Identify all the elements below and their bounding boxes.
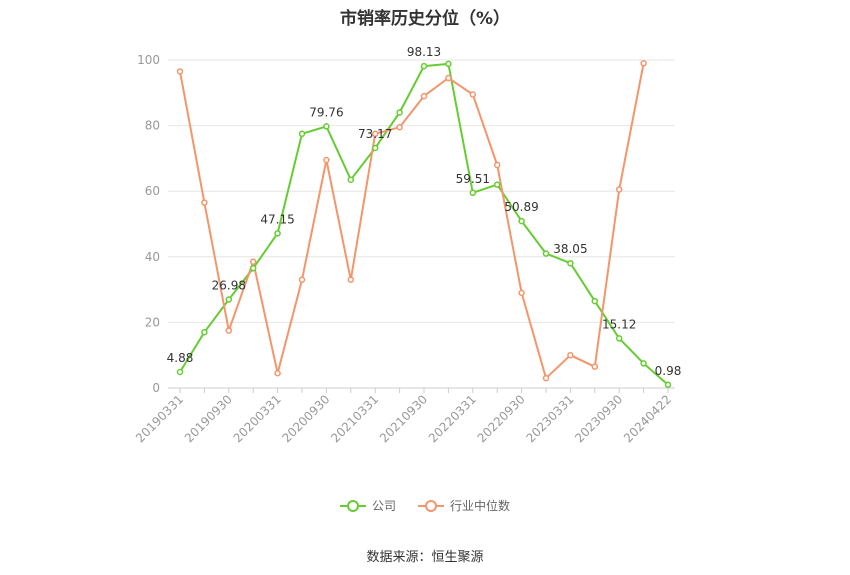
data-label: 4.88 bbox=[167, 351, 194, 365]
x-tick-label: 20190331 bbox=[133, 392, 186, 445]
data-point-company bbox=[664, 381, 672, 389]
data-point-company bbox=[274, 230, 281, 237]
data-point-company bbox=[518, 217, 525, 225]
data-point-industry-median bbox=[249, 258, 257, 265]
data-point-company bbox=[201, 328, 208, 336]
line-chart: 0 20 40 60 80 100 2019033120190930202003312020… bbox=[133, 45, 682, 445]
data-label: 0.98 bbox=[655, 364, 682, 378]
data-point-industry-median bbox=[201, 199, 208, 206]
data-point-industry-median bbox=[469, 91, 477, 98]
data-point-company bbox=[469, 189, 477, 197]
x-tick-label: 20230930 bbox=[572, 392, 625, 445]
y-tick-label: 60 bbox=[145, 184, 160, 198]
data-point-company bbox=[420, 62, 428, 70]
data-label: 38.05 bbox=[553, 242, 587, 256]
data-point-industry-median bbox=[493, 161, 501, 169]
data-point-industry-median bbox=[225, 327, 233, 334]
data-point-company bbox=[249, 265, 257, 272]
y-tick-label: 0 bbox=[152, 381, 160, 395]
data-point-company bbox=[591, 297, 599, 305]
legend-swatch-industry-median bbox=[418, 499, 444, 512]
chart-title: 市销率历史分位（%） bbox=[339, 9, 511, 29]
data-label: 98.13 bbox=[407, 45, 441, 59]
data-source: 数据来源：恒生聚源 bbox=[366, 550, 484, 565]
data-label: 47.15 bbox=[260, 212, 294, 226]
data-point-industry-median bbox=[615, 186, 623, 193]
y-tick-label: 20 bbox=[145, 315, 160, 329]
data-point-industry-median bbox=[347, 276, 355, 284]
data-point-company bbox=[567, 259, 574, 267]
legend-label-company: 公司 bbox=[371, 499, 396, 513]
data-point-industry-median bbox=[591, 363, 599, 370]
data-point-industry-median bbox=[274, 369, 281, 377]
x-tick-label: 20240422 bbox=[621, 392, 674, 445]
data-point-company bbox=[493, 181, 501, 188]
series-line-company bbox=[179, 62, 669, 386]
y-tick-label: 40 bbox=[145, 250, 160, 264]
y-tick-label: 100 bbox=[137, 53, 160, 67]
data-point-industry-median bbox=[445, 74, 452, 82]
data-point-industry-median bbox=[323, 156, 330, 164]
data-point-company bbox=[323, 123, 330, 130]
legend-label-industry-median: 行业中位数 bbox=[450, 499, 511, 513]
x-tick-label: 20230331 bbox=[523, 392, 576, 445]
data-point-company bbox=[298, 130, 306, 138]
legend-item-industry-median[interactable]: 行业中位数 bbox=[418, 497, 510, 514]
x-tick-label: 20190930 bbox=[182, 392, 235, 445]
data-point-industry-median bbox=[567, 351, 574, 359]
data-point-company bbox=[347, 176, 355, 183]
data-point-industry-median bbox=[542, 374, 550, 382]
data-point-company bbox=[225, 296, 233, 303]
data-point-industry-median bbox=[371, 130, 379, 138]
legend-item-company[interactable]: 公司 bbox=[339, 497, 396, 514]
data-label: 79.76 bbox=[309, 105, 343, 119]
data-label: 15.12 bbox=[602, 317, 636, 331]
data-point-company bbox=[445, 60, 452, 68]
data-point-industry-median bbox=[518, 289, 525, 297]
data-point-company bbox=[615, 335, 623, 342]
x-tick-label: 20200331 bbox=[231, 392, 284, 445]
data-point-industry-median bbox=[298, 276, 306, 284]
data-point-company bbox=[640, 360, 647, 367]
data-point-company bbox=[176, 368, 184, 376]
legend: 公司 行业中位数 bbox=[0, 497, 850, 514]
data-label: 59.51 bbox=[456, 172, 490, 186]
data-point-industry-median bbox=[420, 92, 428, 100]
x-tick-label: 20220331 bbox=[426, 392, 479, 445]
data-point-industry-median bbox=[176, 68, 184, 75]
data-label: 73.17 bbox=[358, 127, 392, 141]
x-tick-label: 20210930 bbox=[377, 392, 430, 445]
data-point-company bbox=[371, 144, 379, 152]
x-tick-label: 20210331 bbox=[328, 392, 381, 445]
data-point-industry-median bbox=[396, 123, 403, 131]
legend-swatch-company bbox=[339, 499, 366, 512]
y-tick-label: 80 bbox=[145, 119, 160, 133]
data-label: 50.89 bbox=[504, 200, 538, 214]
series-line-industry-median bbox=[179, 63, 645, 380]
x-tick-label: 20220930 bbox=[475, 392, 528, 445]
data-point-company bbox=[396, 109, 403, 116]
data-point-company bbox=[542, 250, 550, 257]
data-point-industry-median bbox=[640, 60, 647, 67]
x-tick-label: 20200930 bbox=[279, 392, 332, 445]
data-label: 26.98 bbox=[212, 279, 246, 293]
